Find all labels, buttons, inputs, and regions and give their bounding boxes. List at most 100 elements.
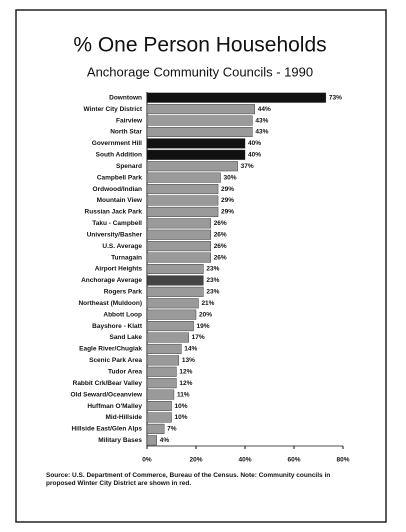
bar xyxy=(146,275,204,286)
x-tick-label: 40% xyxy=(238,457,251,464)
value-label: 23% xyxy=(206,277,219,284)
category-label: Fairview xyxy=(116,117,143,124)
category-label: Huffman O'Malley xyxy=(87,403,142,410)
category-label: Mid-Hillside xyxy=(106,414,143,421)
category-label: Rabbit Crk/Bear Valley xyxy=(73,380,143,387)
source-note: Source: U.S. Department of Commerce, Bur… xyxy=(46,472,331,488)
category-label: Hillside East/Glen Alps xyxy=(71,426,142,433)
bar xyxy=(146,412,172,423)
bar xyxy=(146,206,219,217)
value-label: 26% xyxy=(214,231,227,238)
bar xyxy=(146,321,194,332)
value-label: 13% xyxy=(182,357,195,364)
category-label: U.S. Average xyxy=(102,243,142,250)
value-label: 73% xyxy=(329,94,342,101)
value-label: 23% xyxy=(206,266,219,273)
category-label: Eagle River/Chugiak xyxy=(79,346,142,353)
category-label: Abbott Loop xyxy=(103,311,142,318)
category-label: Taku - Campbell xyxy=(92,220,142,227)
category-label: Campbell Park xyxy=(97,174,143,181)
category-label: North Star xyxy=(110,129,142,136)
category-label: Downtown xyxy=(109,94,142,101)
bar xyxy=(146,104,256,115)
bar xyxy=(146,149,246,160)
x-tick-label: 20% xyxy=(189,457,202,464)
value-label: 30% xyxy=(224,174,237,181)
category-label: Bayshore - Klatt xyxy=(92,323,143,330)
category-label: Spenard xyxy=(116,163,142,170)
x-tick-label: 0% xyxy=(142,457,152,464)
value-label: 23% xyxy=(206,289,219,296)
value-label: 19% xyxy=(197,323,210,330)
category-label: Sand Lake xyxy=(109,334,142,341)
bar xyxy=(146,401,172,412)
category-label: Turnagain xyxy=(111,254,142,261)
category-label: Northeast (Muldoon) xyxy=(78,300,142,307)
bar xyxy=(146,115,253,126)
frame xyxy=(15,9,387,523)
value-label: 37% xyxy=(241,163,254,170)
bar xyxy=(146,343,182,354)
bar xyxy=(146,298,199,309)
category-label: University/Basher xyxy=(87,231,143,238)
bar xyxy=(146,195,219,206)
value-label: 29% xyxy=(221,209,234,216)
bar xyxy=(146,332,189,343)
value-label: 40% xyxy=(248,140,261,147)
note-box: Source: U.S. Department of Commerce, Bur… xyxy=(46,472,331,488)
bar xyxy=(146,366,177,377)
category-label: Government Hill xyxy=(92,140,142,147)
category-label: Tudor Area xyxy=(108,368,142,375)
bar xyxy=(146,161,238,172)
value-label: 21% xyxy=(201,300,214,307)
x-tick-label: 80% xyxy=(336,457,349,464)
category-label: South Addition xyxy=(96,152,142,159)
value-label: 10% xyxy=(175,414,188,421)
value-label: 4% xyxy=(160,437,170,444)
bar xyxy=(146,92,327,103)
value-label: 43% xyxy=(255,117,268,124)
bar xyxy=(146,172,221,183)
value-label: 20% xyxy=(199,311,212,318)
value-label: 29% xyxy=(221,197,234,204)
bar xyxy=(146,184,219,195)
bar xyxy=(146,252,211,263)
category-label: Airport Heights xyxy=(95,266,143,273)
x-tick-label: 60% xyxy=(287,457,300,464)
bar xyxy=(146,241,211,252)
value-label: 29% xyxy=(221,186,234,193)
value-label: 10% xyxy=(175,403,188,410)
value-label: 26% xyxy=(214,220,227,227)
category-label: Russian Jack Park xyxy=(85,209,143,216)
value-label: 26% xyxy=(214,243,227,250)
bar xyxy=(146,126,253,137)
chart-subtitle: Anchorage Community Councils - 1990 xyxy=(87,64,313,79)
bar xyxy=(146,435,158,446)
bar xyxy=(146,229,211,240)
category-label: Old Seward/Oceanview xyxy=(70,391,142,398)
bar xyxy=(146,378,177,389)
value-label: 14% xyxy=(184,346,197,353)
value-label: 17% xyxy=(192,334,205,341)
bar xyxy=(146,138,246,149)
category-label: Rogers Park xyxy=(104,289,143,296)
category-label: Anchorage Average xyxy=(81,277,142,284)
value-label: 12% xyxy=(179,368,192,375)
category-label: Ordwood/Indian xyxy=(93,186,142,193)
bar xyxy=(146,286,204,297)
value-label: 11% xyxy=(177,391,190,398)
value-label: 7% xyxy=(167,426,177,433)
category-label: Military Bases xyxy=(98,437,142,444)
category-label: Scenic Park Area xyxy=(89,357,142,364)
value-label: 40% xyxy=(248,152,261,159)
bar xyxy=(146,355,180,366)
value-label: 43% xyxy=(255,129,268,136)
bar xyxy=(146,389,175,400)
value-label: 44% xyxy=(258,106,271,113)
category-label: Mountain View xyxy=(97,197,143,204)
category-label: Winter City District xyxy=(84,106,143,113)
bar xyxy=(146,264,204,274)
value-label: 26% xyxy=(214,254,227,261)
bar xyxy=(146,309,197,320)
